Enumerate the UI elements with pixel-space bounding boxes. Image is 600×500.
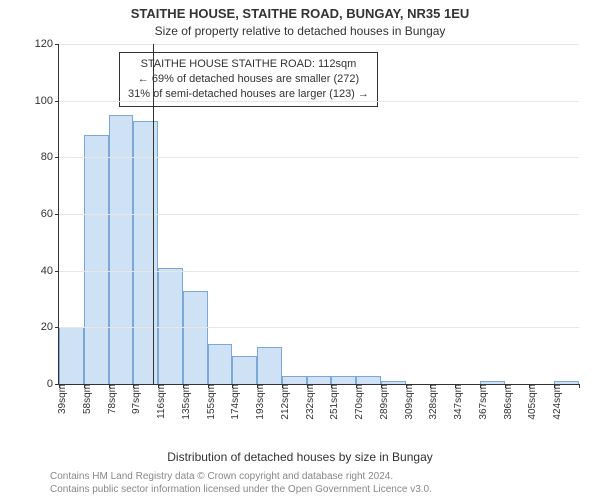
x-tick-label: 58sqm [82,384,93,414]
x-tick-label: 328sqm [428,384,439,420]
x-axis-label: Distribution of detached houses by size … [0,450,600,464]
property-marker-line [153,44,154,384]
histogram-bar [109,115,134,384]
x-tick-label: 367sqm [478,384,489,420]
histogram-bar [307,376,332,385]
histogram-bar [282,376,307,385]
y-tick-label: 60 [41,208,59,220]
histogram-bar [331,376,356,385]
x-tick-label: 212sqm [280,384,291,420]
x-tick-label: 405sqm [527,384,538,420]
histogram-bar [133,121,158,385]
footer-line2: Contains public sector information licen… [50,483,590,496]
y-tick-label: 40 [41,265,59,277]
grid-line [59,214,579,215]
footer-line1: Contains HM Land Registry data © Crown c… [50,470,590,483]
x-tick-label: 78sqm [107,384,118,414]
x-tick-label: 270sqm [354,384,365,420]
footer-text: Contains HM Land Registry data © Crown c… [50,470,590,496]
x-tick-label: 289sqm [379,384,390,420]
y-tick-label: 80 [41,151,59,163]
x-tick-label: 251sqm [329,384,340,420]
x-tick-label: 424sqm [552,384,563,420]
x-tick-label: 309sqm [404,384,415,420]
x-tick-label: 135sqm [181,384,192,420]
grid-line [59,44,579,45]
chart-title-main: STAITHE HOUSE, STAITHE ROAD, BUNGAY, NR3… [0,6,600,21]
y-tick-label: 100 [35,95,59,107]
x-tick-label: 193sqm [255,384,266,420]
chart-container: STAITHE HOUSE, STAITHE ROAD, BUNGAY, NR3… [0,0,600,500]
x-tick-label: 174sqm [230,384,241,420]
chart-title-sub: Size of property relative to detached ho… [0,24,600,38]
histogram-bar [59,327,84,384]
x-tick-label: 347sqm [453,384,464,420]
grid-line [59,101,579,102]
info-box: STAITHE HOUSE STAITHE ROAD: 112sqm ← 69%… [119,52,378,107]
histogram-bar [183,291,208,385]
histogram-bar [84,135,109,384]
info-box-line2: ← 69% of detached houses are smaller (27… [128,72,369,87]
histogram-bar [257,347,282,384]
grid-line [59,157,579,158]
histogram-bar [208,344,233,384]
grid-line [59,271,579,272]
x-tick-mark [579,384,580,388]
plot-area: STAITHE HOUSE STAITHE ROAD: 112sqm ← 69%… [58,44,579,385]
x-tick-label: 97sqm [131,384,142,414]
info-box-line3: 31% of semi-detached houses are larger (… [128,87,369,102]
x-tick-label: 155sqm [206,384,217,420]
histogram-bar [158,268,183,384]
histogram-bar [232,356,257,384]
y-tick-label: 120 [35,38,59,50]
histogram-bar [356,376,381,385]
x-tick-label: 39sqm [57,384,68,414]
info-box-line1: STAITHE HOUSE STAITHE ROAD: 112sqm [128,57,369,72]
y-tick-label: 20 [41,321,59,333]
x-tick-label: 232sqm [305,384,316,420]
x-tick-label: 116sqm [156,384,167,419]
x-tick-label: 386sqm [503,384,514,420]
grid-line [59,327,579,328]
